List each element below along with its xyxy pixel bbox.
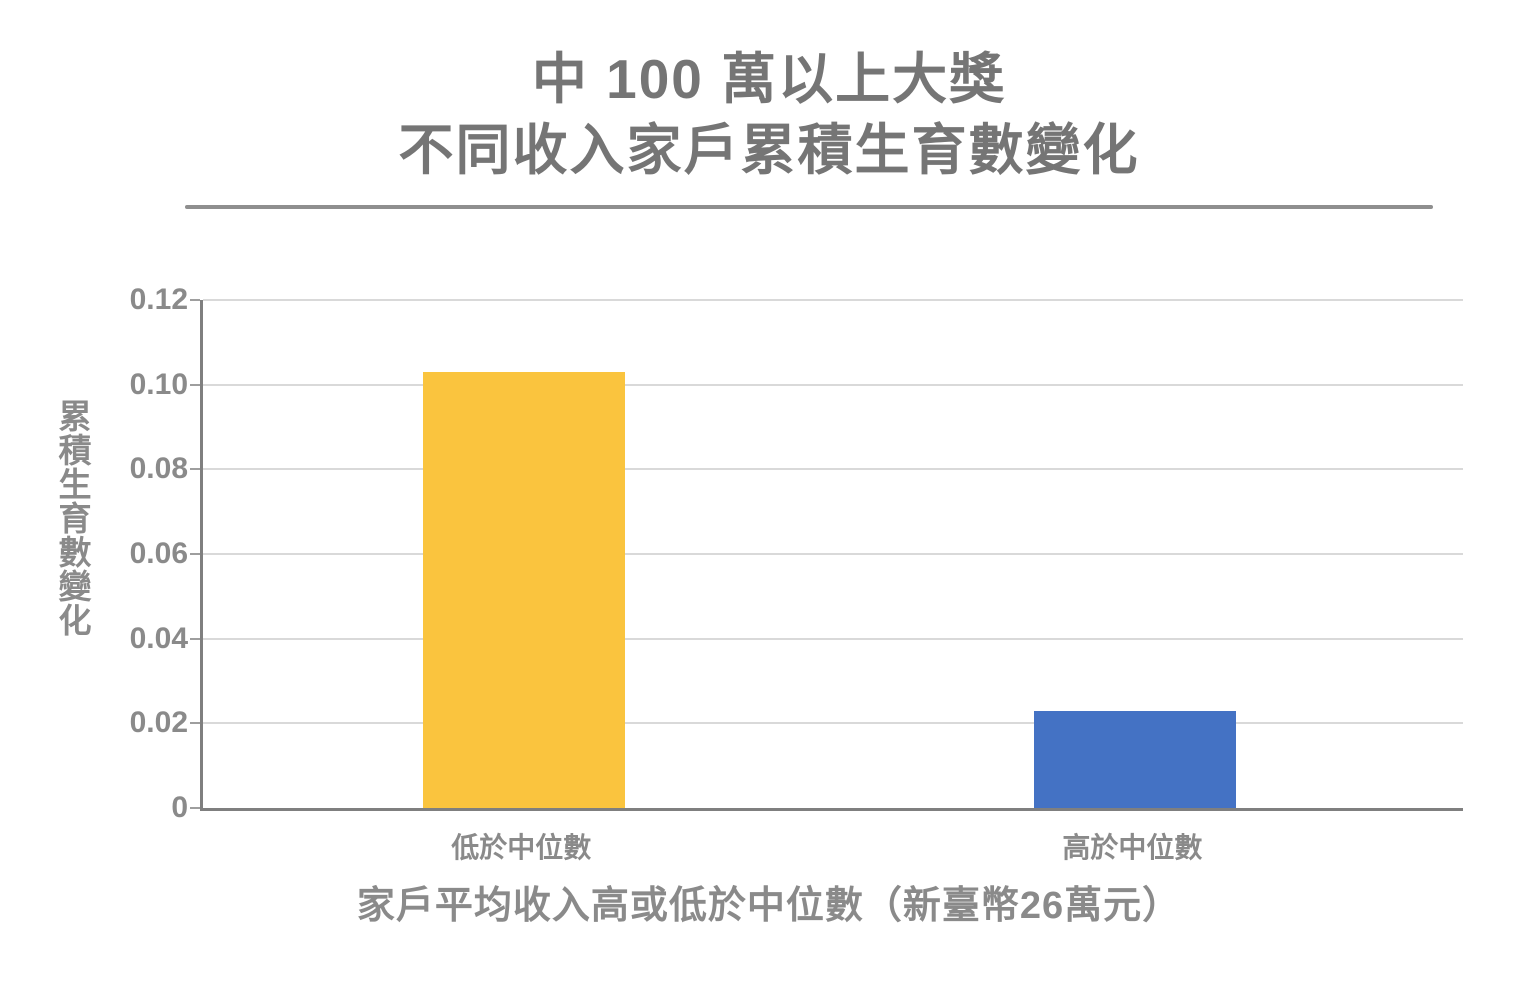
- y-tick-label: 0.08: [129, 452, 188, 486]
- bar-below-median: [423, 372, 626, 808]
- chart-title-line2: 不同收入家戶累積生育數變化: [398, 119, 1140, 181]
- y-tick-label: 0.04: [129, 621, 188, 655]
- gridline: [203, 553, 1463, 555]
- y-tick-label: 0.10: [129, 367, 188, 401]
- x-axis-title: 家戶平均收入高或低於中位數（新臺幣26萬元）: [356, 885, 1182, 927]
- y-axis-tick: [190, 807, 200, 809]
- y-axis-title: 累積生育數變化: [54, 399, 91, 637]
- category-label: 高於中位數: [1062, 832, 1203, 863]
- gridline: [203, 722, 1463, 725]
- chart-title-line1: 中 100 萬以上大獎: [531, 48, 1007, 110]
- y-axis-tick: [190, 637, 200, 640]
- y-axis-tick: [190, 299, 200, 301]
- y-tick-label: 0.06: [129, 537, 188, 570]
- gridline: [203, 383, 1463, 386]
- y-tick-label: 0.12: [129, 283, 188, 316]
- y-tick-label: 0.02: [129, 706, 188, 740]
- category-label: 低於中位數: [451, 832, 592, 863]
- y-axis-tick: [190, 722, 200, 725]
- gridline: [203, 468, 1463, 471]
- y-axis-tick: [190, 553, 200, 555]
- gridline: [203, 637, 1463, 640]
- x-axis-category-labels: 低於中位數 高於中位數: [200, 832, 1460, 866]
- y-axis-tick: [190, 383, 200, 386]
- chart-title: 中 100 萬以上大獎 不同收入家戶累積生育數變化: [0, 44, 1538, 186]
- title-divider: [185, 205, 1433, 209]
- y-axis-tick: [190, 468, 200, 471]
- gridline: [203, 299, 1463, 301]
- bar-above-median: [1034, 711, 1237, 808]
- y-tick-label: 0: [171, 791, 188, 824]
- plot-area: 0.12 0.10 0.08 0.06 0.04 0.02 0: [130, 284, 1463, 824]
